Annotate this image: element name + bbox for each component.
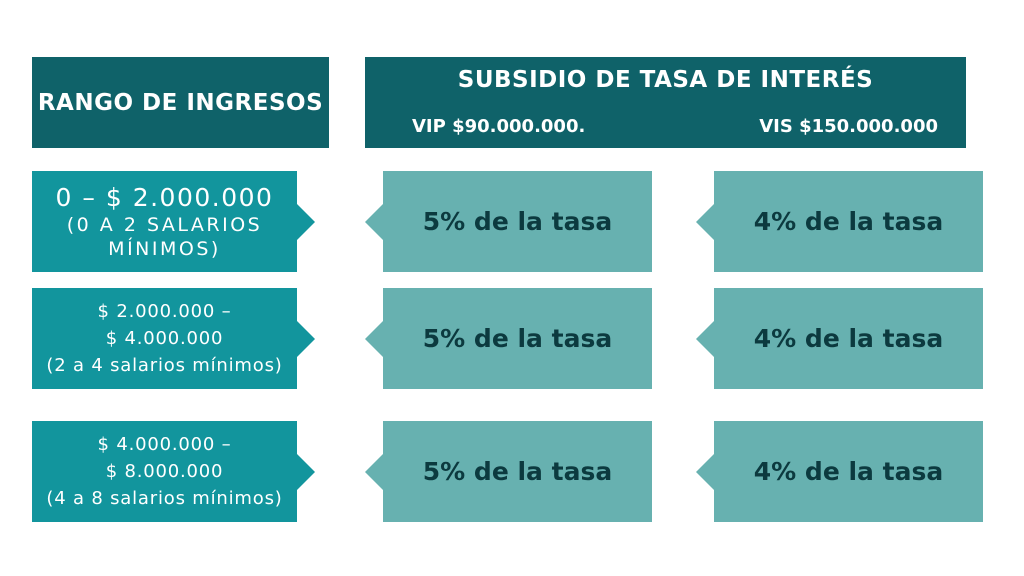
- range-line: $ 4.000.000: [105, 328, 224, 349]
- income-range-3: $ 4.000.000 – $ 8.000.000 (4 a 8 salario…: [32, 421, 315, 522]
- vip-label: VIP $90.000.000.: [412, 116, 586, 137]
- range-line: $ 4.000.000 –: [97, 434, 232, 455]
- vip-rate-2: 5% de la tasa: [365, 288, 652, 389]
- vis-rate-3: 4% de la tasa: [696, 421, 983, 522]
- income-range-2: $ 2.000.000 – $ 4.000.000 (2 a 4 salario…: [32, 288, 315, 389]
- income-range-title: RANGO DE INGRESOS: [37, 89, 324, 116]
- range-line: MÍNIMOS): [108, 237, 221, 260]
- income-range-header: RANGO DE INGRESOS: [32, 57, 329, 148]
- income-range-1: 0 – $ 2.000.000 (0 A 2 SALARIOS MÍNIMOS): [32, 171, 315, 272]
- range-line: $ 8.000.000: [105, 461, 224, 482]
- range-line: (4 a 8 salarios mínimos): [46, 488, 283, 509]
- vis-label: VIS $150.000.000: [759, 116, 938, 137]
- vis-rate-2: 4% de la tasa: [696, 288, 983, 389]
- vis-rate-1: 4% de la tasa: [696, 171, 983, 272]
- range-line: (2 a 4 salarios mínimos): [46, 355, 283, 376]
- interest-subsidy-header: SUBSIDIO DE TASA DE INTERÉS VIP $90.000.…: [365, 57, 966, 148]
- vip-rate-1: 5% de la tasa: [365, 171, 652, 272]
- range-line: 0 – $ 2.000.000: [55, 182, 274, 212]
- interest-subsidy-title: SUBSIDIO DE TASA DE INTERÉS: [457, 67, 874, 93]
- range-line: $ 2.000.000 –: [97, 301, 232, 322]
- vip-rate-3: 5% de la tasa: [365, 421, 652, 522]
- range-line: (0 A 2 SALARIOS: [66, 213, 263, 236]
